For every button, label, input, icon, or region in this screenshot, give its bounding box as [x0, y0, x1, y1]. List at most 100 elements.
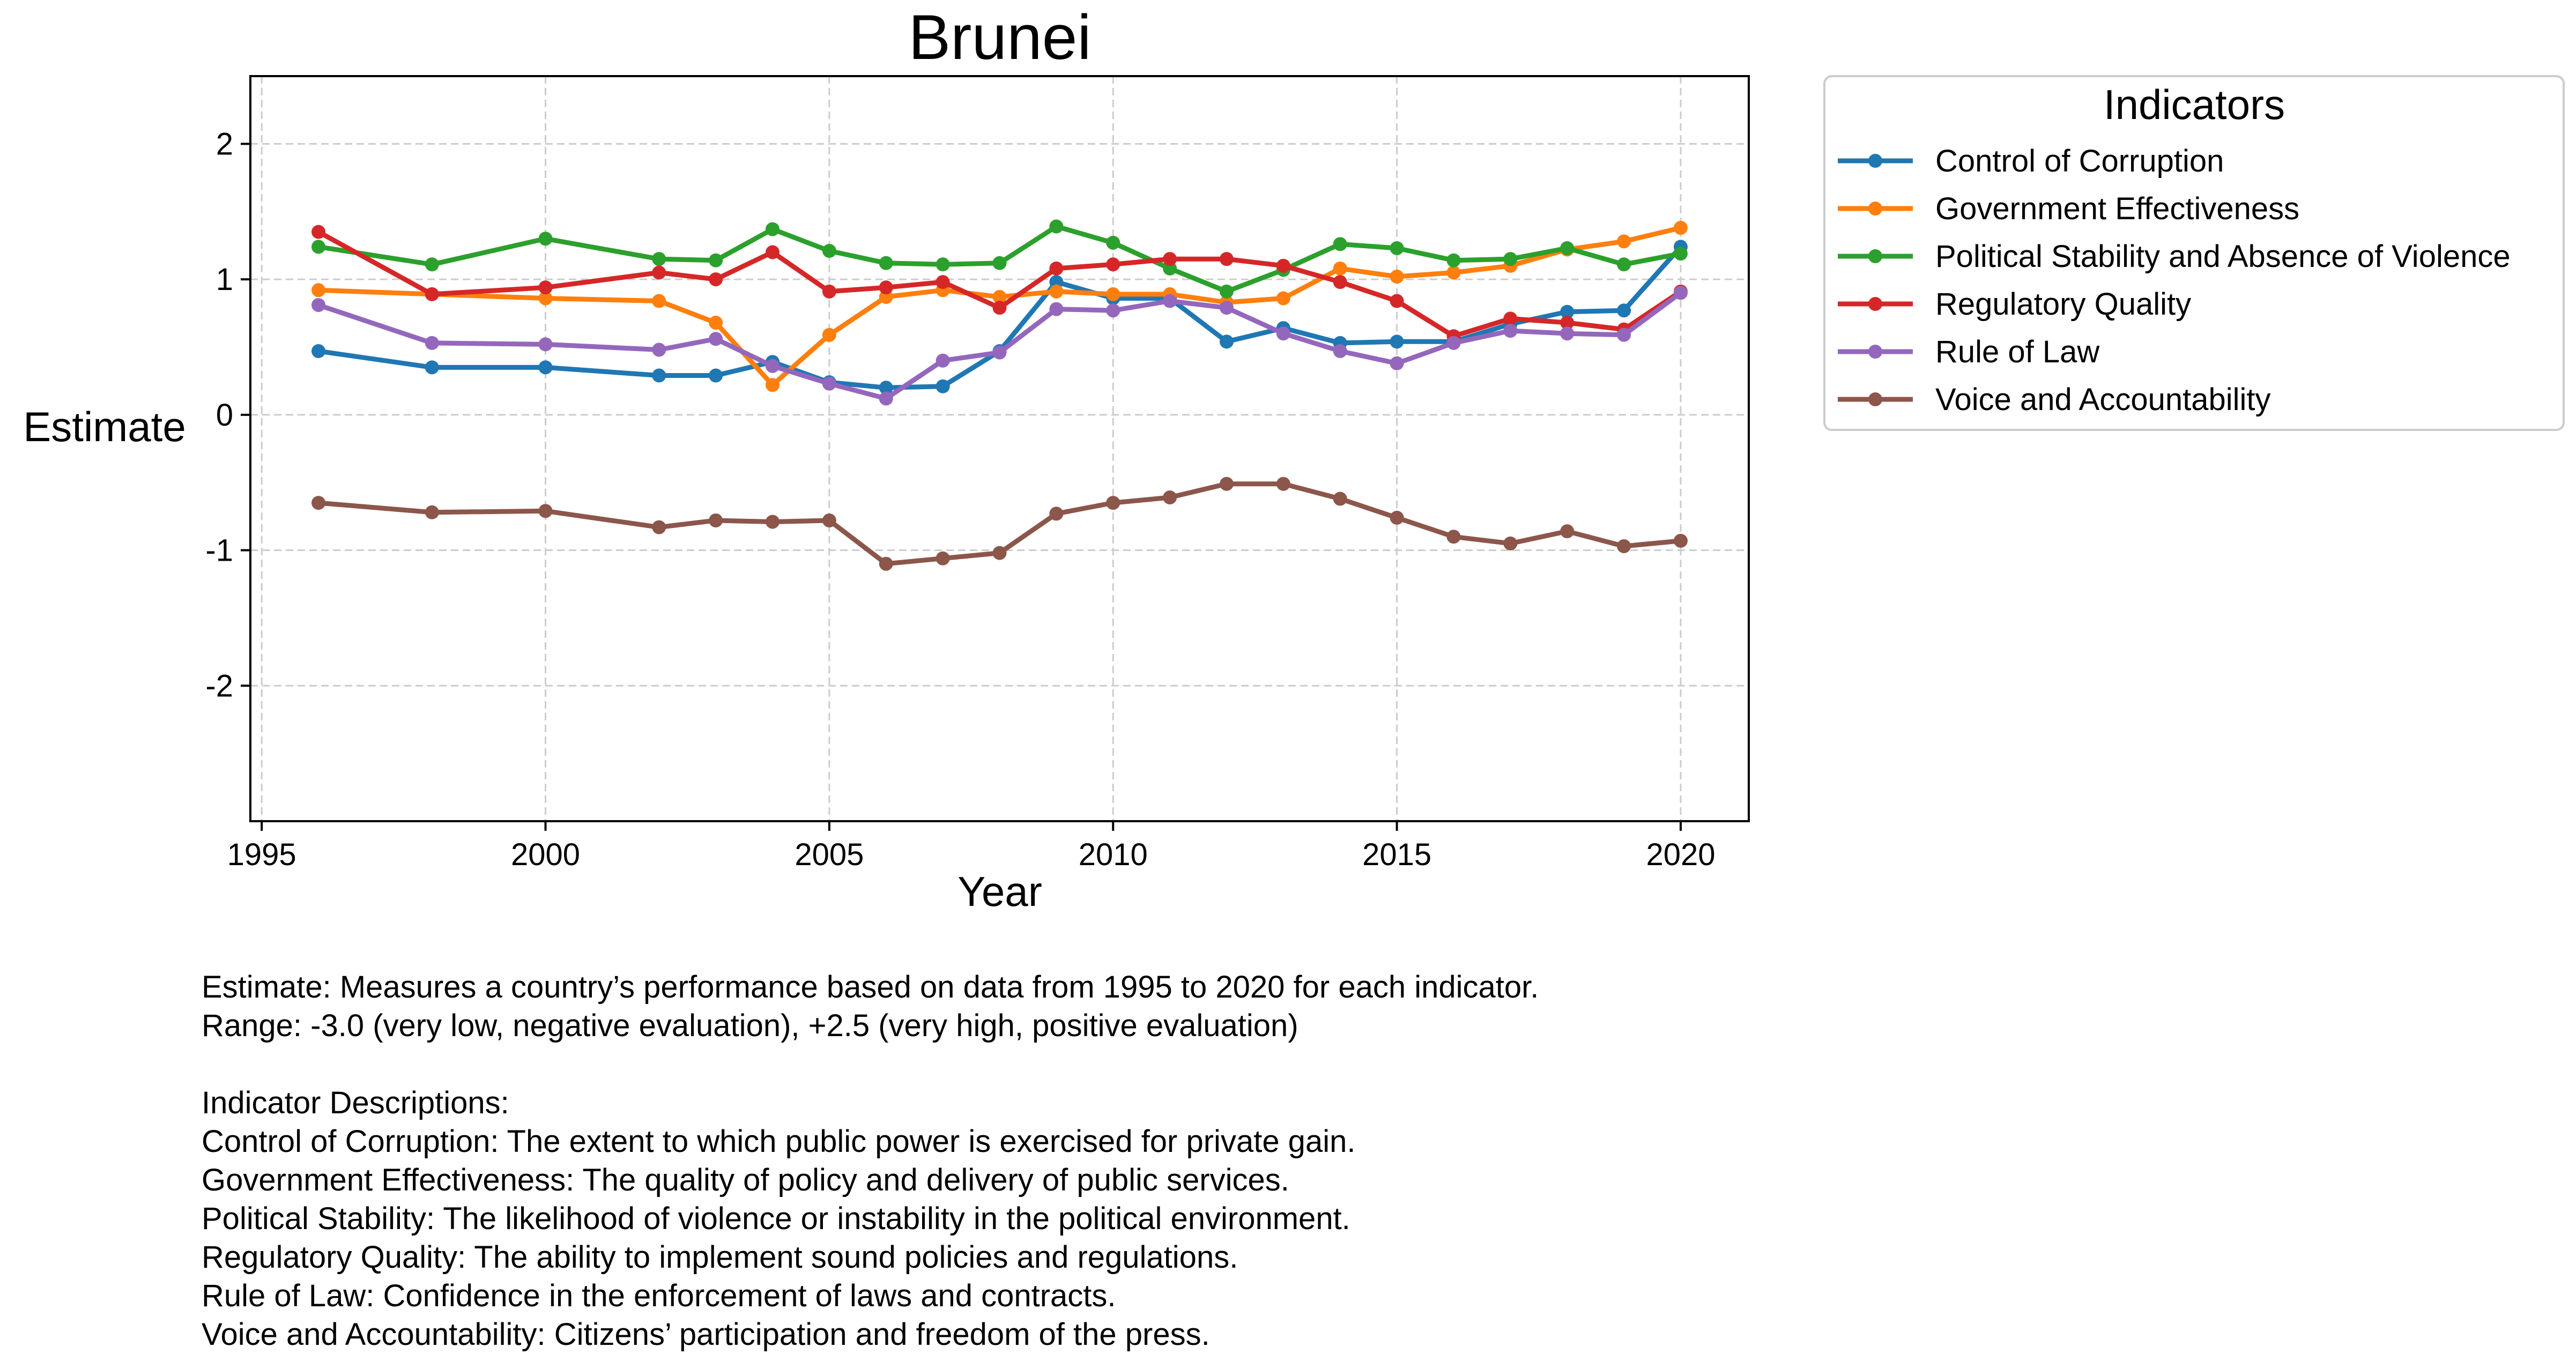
legend-swatch-marker: [1868, 345, 1882, 359]
data-point: [709, 513, 723, 527]
series-5: [311, 477, 1688, 571]
data-point: [1617, 328, 1631, 342]
legend-items: Control of Corruption Government Effectiv…: [1838, 144, 2511, 417]
x-tick-label: 2005: [795, 837, 864, 872]
data-point: [1219, 301, 1234, 315]
data-point: [652, 294, 666, 308]
data-point: [311, 283, 326, 297]
legend-entry-label: Government Effectiveness: [1935, 191, 2299, 226]
data-point: [1446, 530, 1461, 544]
data-point: [822, 376, 836, 391]
data-point: [1333, 275, 1347, 289]
x-tick-label: 2015: [1362, 837, 1431, 872]
data-point: [1390, 294, 1404, 308]
data-point: [1049, 261, 1064, 276]
data-point: [1163, 252, 1177, 266]
data-point: [1276, 477, 1290, 491]
data-point: [879, 381, 893, 395]
data-point: [709, 272, 723, 287]
data-point: [1219, 477, 1234, 491]
data-point: [822, 284, 836, 299]
data-point: [1276, 258, 1290, 273]
legend-swatch-marker: [1868, 154, 1882, 168]
data-point: [652, 252, 666, 266]
y-tick-label: -2: [205, 668, 233, 703]
legend-entry-label: Political Stability and Absence of Viole…: [1935, 239, 2511, 274]
series-group: [311, 219, 1688, 571]
data-point: [1106, 303, 1120, 318]
legend-entry-label: Control of Corruption: [1935, 144, 2224, 178]
grid-lines: [250, 76, 1749, 821]
data-point: [992, 256, 1007, 270]
series-line: [318, 225, 1682, 388]
x-tick-label: 2010: [1079, 837, 1148, 872]
legend-swatch-marker: [1868, 249, 1882, 263]
data-point: [1333, 237, 1347, 251]
data-point: [709, 332, 723, 346]
y-tick-label: -1: [205, 533, 233, 568]
data-point: [879, 556, 893, 571]
data-point: [425, 287, 439, 301]
data-point: [1219, 252, 1234, 266]
data-point: [311, 344, 326, 359]
data-point: [1560, 326, 1575, 341]
legend-box: [1823, 75, 2565, 431]
series-line: [317, 229, 1682, 339]
data-point: [538, 291, 553, 306]
data-point: [1276, 326, 1290, 341]
data-point: [538, 360, 553, 375]
data-point: [1106, 235, 1120, 250]
legend-entry-label: Voice and Accountability: [1935, 382, 2271, 417]
data-point: [1333, 261, 1347, 276]
data-point: [311, 496, 326, 510]
x-axis-label: Year: [957, 868, 1042, 915]
series-line: [318, 481, 1681, 567]
data-point: [1560, 524, 1575, 539]
data-point: [1673, 533, 1688, 548]
data-point: [822, 328, 836, 342]
data-point: [1219, 284, 1234, 299]
x-tick-label: 2000: [511, 837, 580, 872]
data-point: [1390, 510, 1404, 525]
data-point: [1503, 311, 1518, 326]
data-point: [1333, 492, 1347, 506]
data-point: [992, 289, 1007, 304]
data-point: [1617, 303, 1631, 318]
note-line: Political Stability: The likelihood of v…: [202, 1201, 1350, 1236]
data-point: [425, 505, 439, 519]
data-point: [652, 520, 666, 534]
data-point: [1503, 324, 1518, 338]
data-point: [311, 225, 326, 239]
series-line: [317, 291, 1682, 401]
legend-swatch-marker: [1868, 297, 1882, 311]
data-point: [1673, 247, 1688, 261]
series-2: [311, 219, 1688, 299]
data-point: [936, 275, 950, 289]
y-tick-label: 1: [216, 262, 233, 297]
series-line: [318, 224, 1681, 294]
data-point: [1446, 336, 1461, 350]
data-point: [1049, 302, 1064, 316]
data-point: [1106, 287, 1120, 301]
data-point: [936, 379, 950, 393]
chart-title: Brunei: [908, 2, 1091, 73]
data-point: [1390, 356, 1404, 370]
data-point: [652, 368, 666, 383]
x-tick-label: 2020: [1646, 837, 1715, 872]
data-point: [879, 391, 893, 406]
series-4: [311, 286, 1688, 406]
data-point: [936, 257, 950, 272]
legend-swatch-marker: [1868, 392, 1882, 406]
data-point: [879, 256, 893, 270]
note-line: Regulatory Quality: The ability to imple…: [202, 1240, 1238, 1275]
legend-entry-label: Regulatory Quality: [1935, 287, 2191, 322]
y-tick-label: 2: [216, 127, 233, 161]
data-point: [1219, 334, 1234, 349]
data-point: [1560, 315, 1575, 330]
legend: Indicators Control of Corruption Governme…: [1823, 75, 2565, 431]
data-point: [1163, 294, 1177, 308]
data-point: [1446, 253, 1461, 267]
data-point: [538, 280, 553, 295]
data-point: [992, 301, 1007, 315]
data-point: [538, 504, 553, 518]
